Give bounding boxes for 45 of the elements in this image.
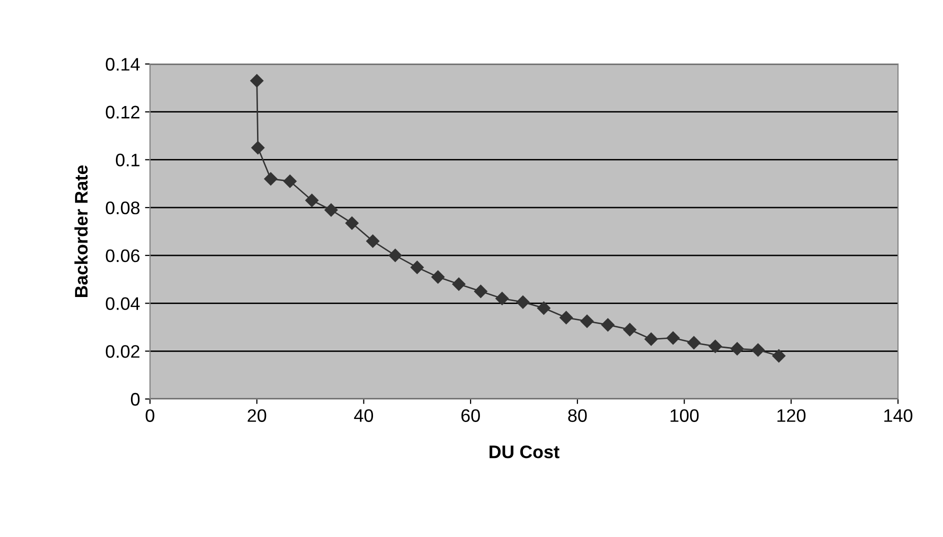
y-tick-label: 0.06 [106, 249, 140, 262]
y-axis-title: Backorder Rate [74, 165, 88, 298]
y-tick-label: 0.1 [116, 154, 140, 166]
point [708, 340, 722, 353]
x-tick-label: 20 [248, 409, 266, 422]
point [644, 332, 658, 346]
point [623, 323, 636, 336]
x-axis-title: DU Cost [490, 445, 560, 458]
x-tick-label: 0 [146, 409, 154, 422]
point [516, 296, 530, 309]
point [751, 343, 765, 357]
point [452, 278, 466, 291]
x-tick-label: 120 [777, 409, 806, 422]
x-tick-label: 140 [884, 409, 912, 422]
point [496, 292, 509, 306]
point [666, 331, 680, 345]
x-tick-label: 40 [354, 409, 374, 422]
x-tick-label: 80 [568, 409, 587, 422]
y-tick-label: 0.02 [106, 345, 140, 358]
y-tick-label: 0.14 [106, 58, 140, 71]
point [345, 216, 359, 230]
point [251, 141, 265, 154]
y-tick-label: 0.08 [106, 202, 140, 214]
point [324, 203, 338, 217]
point [537, 301, 550, 315]
point [264, 172, 278, 186]
point [474, 284, 488, 298]
point [580, 314, 594, 328]
point [388, 248, 402, 262]
point [410, 260, 424, 274]
point [366, 234, 380, 248]
point [305, 194, 318, 207]
point [730, 342, 744, 356]
point [687, 336, 700, 350]
point [431, 270, 445, 284]
x-tick-label: 100 [670, 409, 699, 422]
y-tick-label: 0 [130, 392, 140, 406]
y-tick-label: 0.04 [106, 297, 140, 310]
point [250, 74, 264, 88]
point [772, 349, 786, 363]
x-tick-label: 60 [461, 409, 480, 422]
point [560, 311, 573, 324]
y-tick-label: 0.12 [106, 106, 140, 119]
point [283, 174, 297, 188]
point [601, 318, 614, 332]
